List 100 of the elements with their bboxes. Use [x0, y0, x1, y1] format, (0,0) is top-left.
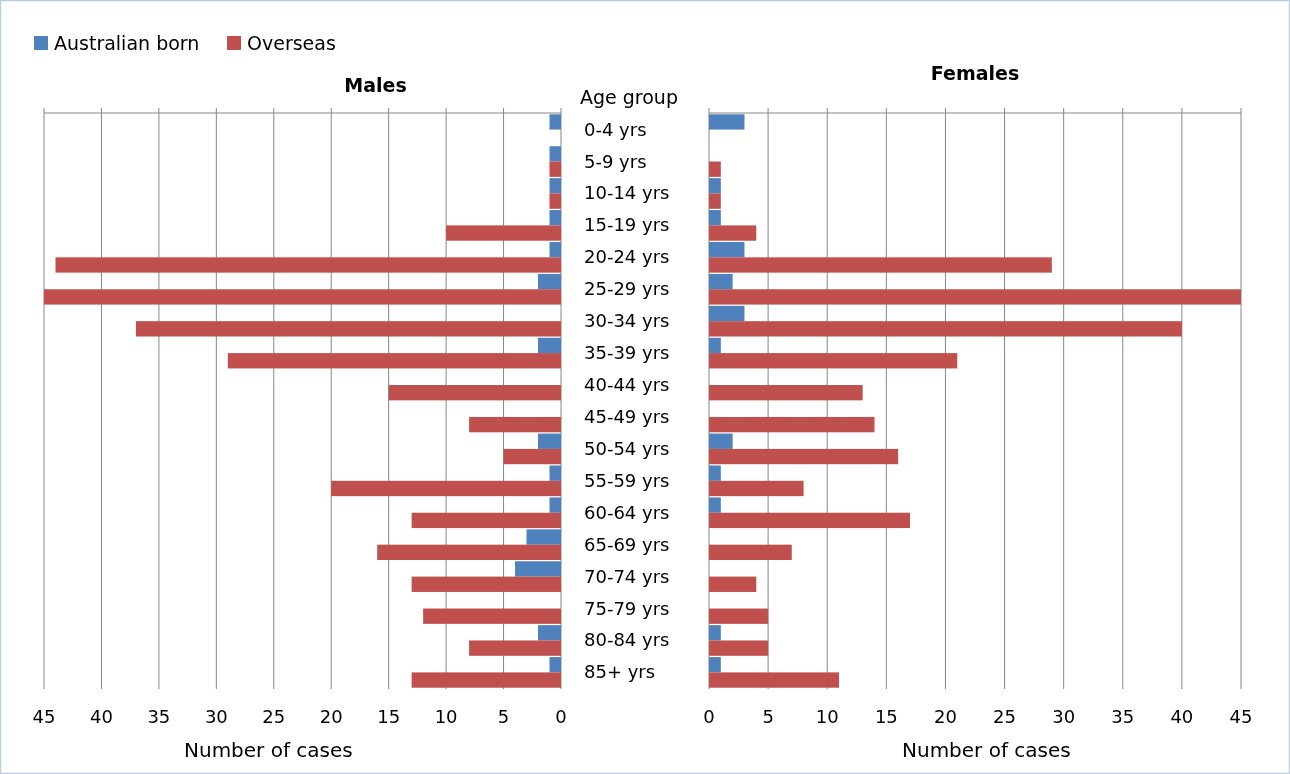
bar	[549, 193, 561, 209]
chart-title: Females	[930, 62, 1020, 84]
y-axis-title: Age group	[580, 86, 678, 108]
bar	[709, 465, 721, 481]
x-tick-label: 15	[377, 706, 401, 727]
bar	[709, 321, 1182, 337]
bar	[709, 305, 745, 322]
bar	[709, 544, 792, 561]
x-tick-label: 25	[262, 706, 286, 727]
bar	[709, 497, 721, 513]
x-tick-label: 20	[319, 706, 343, 727]
y-tick-label: 25-29 yrs	[584, 278, 670, 300]
legend-label: Australian born	[54, 32, 200, 54]
y-tick-label: 65-69 yrs	[584, 533, 670, 555]
bar	[55, 257, 561, 273]
x-tick-label: 15	[874, 706, 898, 727]
bar	[388, 385, 561, 401]
x-tick-label: 40	[1170, 706, 1194, 727]
bar	[709, 576, 757, 592]
bar	[549, 178, 561, 194]
bar	[227, 353, 561, 369]
y-tick-label: 30-34 yrs	[584, 310, 670, 332]
bar	[709, 448, 899, 465]
x-tick-label: 0	[703, 706, 715, 727]
x-tick-label: 35	[1111, 706, 1135, 727]
y-tick-label: 15-19 yrs	[584, 214, 670, 236]
bar	[549, 657, 561, 673]
bar	[709, 480, 804, 497]
bar	[44, 289, 561, 305]
y-tick-label: 80-84 yrs	[584, 629, 670, 651]
x-tick-label: 35	[147, 706, 171, 727]
y-tick-label: 10-14 yrs	[584, 182, 670, 204]
y-tick-label: 5-9 yrs	[584, 150, 647, 172]
bar	[709, 161, 721, 177]
bar	[538, 273, 561, 290]
bar	[709, 416, 875, 433]
y-tick-label: 60-64 yrs	[584, 501, 670, 523]
bar	[709, 672, 840, 688]
bar	[709, 289, 1241, 305]
x-tick-label: 10	[815, 706, 839, 727]
bar	[331, 480, 561, 497]
bar	[709, 353, 958, 369]
bar	[709, 433, 733, 449]
y-tick-label: 75-79 yrs	[584, 597, 670, 619]
y-tick-label: 45-49 yrs	[584, 405, 670, 427]
bar	[709, 657, 721, 673]
bar	[709, 512, 910, 529]
bar	[549, 497, 561, 513]
bar	[549, 161, 561, 177]
bar	[538, 625, 561, 641]
x-tick-label: 40	[89, 706, 113, 727]
y-tick-label: 0-4 yrs	[584, 118, 647, 140]
bar	[503, 448, 561, 465]
bar	[549, 146, 561, 162]
bar	[538, 337, 561, 354]
x-tick-label: 0	[555, 706, 567, 727]
bar	[709, 225, 757, 241]
bar	[446, 225, 561, 241]
y-tick-label: 40-44 yrs	[584, 374, 670, 396]
legend-label: Overseas	[247, 32, 336, 54]
y-tick-label: 85+ yrs	[584, 661, 656, 683]
bar	[526, 529, 561, 545]
bar	[709, 385, 863, 401]
bar	[411, 672, 561, 688]
x-tick-label: 30	[204, 706, 228, 727]
bar	[549, 210, 561, 226]
bar	[469, 416, 561, 433]
bar	[709, 273, 733, 290]
y-tick-label: 70-74 yrs	[584, 565, 670, 587]
x-tick-label: 30	[1052, 706, 1076, 727]
bar	[135, 321, 561, 337]
bar	[411, 512, 561, 529]
x-tick-label: 45	[1229, 706, 1253, 727]
y-tick-label: 55-59 yrs	[584, 469, 670, 491]
x-tick-label: 25	[993, 706, 1017, 727]
x-axis-title: Number of cases	[184, 738, 353, 762]
bar	[709, 178, 721, 194]
x-tick-label: 20	[933, 706, 957, 727]
chart-title: Males	[344, 74, 407, 96]
bar	[709, 210, 721, 226]
bar	[538, 433, 561, 449]
x-tick-label: 5	[762, 706, 774, 727]
x-tick-label: 5	[497, 706, 510, 727]
bar	[549, 465, 561, 481]
x-tick-label: 10	[434, 706, 458, 727]
y-tick-label: 20-24 yrs	[584, 246, 670, 268]
bar	[709, 241, 745, 258]
bar	[709, 608, 769, 624]
bar	[377, 544, 561, 561]
bar	[709, 640, 769, 656]
bar	[709, 257, 1052, 273]
bar	[549, 114, 561, 130]
bar	[709, 114, 745, 130]
bar	[709, 625, 721, 641]
x-axis-title: Number of cases	[902, 738, 1071, 762]
bar	[549, 241, 561, 258]
bar	[709, 193, 721, 209]
bar	[709, 337, 721, 354]
bar	[411, 576, 561, 592]
bar	[469, 640, 561, 656]
